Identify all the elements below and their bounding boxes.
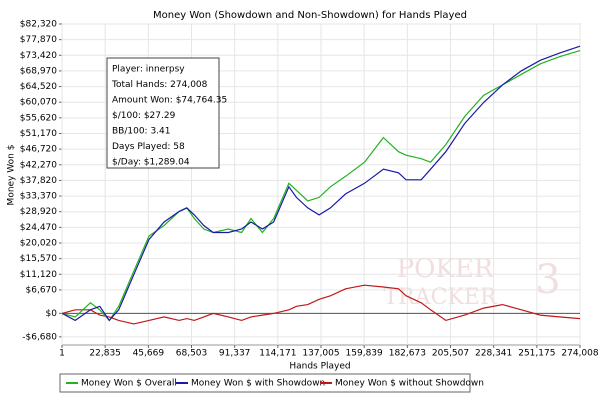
legend-label: Money Won $ with Showdown: [191, 379, 325, 389]
y-axis-label: Money Won $: [7, 145, 17, 206]
y-tick-label: $20,020: [20, 238, 57, 248]
x-tick-label: 182,673: [389, 349, 426, 359]
y-tick-label: $77,870: [20, 35, 57, 45]
x-tick-label: 114,171: [259, 349, 296, 359]
series-line: [61, 284, 581, 325]
x-tick-label: 91,337: [219, 349, 251, 359]
x-tick-label: 274,008: [561, 349, 598, 359]
y-tick-label: $82,320: [20, 20, 57, 30]
y-tick-label: $68,970: [20, 66, 57, 76]
info-line: Player: innerpsy: [112, 65, 185, 75]
y-tick-label: $24,470: [20, 223, 57, 233]
info-box: [106, 57, 220, 169]
x-tick-label: 251,175: [518, 349, 555, 359]
info-line: Total Hands: 274,008: [111, 80, 208, 90]
x-tick-label: 45,669: [133, 349, 165, 359]
watermark: TRACKER: [383, 285, 497, 310]
legend-box: [59, 373, 471, 393]
series-line: [61, 50, 581, 322]
info-line: Days Played: 58: [112, 142, 185, 152]
y-tick-label: $15,570: [20, 254, 57, 264]
y-tick-label: $60,070: [20, 98, 57, 108]
info-line: Amount Won: $74,764.35: [112, 96, 227, 106]
info-line: $/100: $27.29: [112, 111, 176, 121]
y-tick-label: $6,670: [26, 285, 58, 295]
x-tick-label: 159,839: [346, 349, 383, 359]
y-tick-label: $11,120: [20, 270, 57, 280]
info-line: BB/100: 3.41: [112, 127, 171, 137]
x-tick-label: 1: [59, 349, 65, 359]
x-tick-label: 205,507: [432, 349, 469, 359]
x-tick-label: 22,835: [89, 349, 121, 359]
y-tick-label: -$6,680: [22, 332, 57, 342]
x-tick-label: 228,341: [475, 349, 512, 359]
legend-label: Money Won $ without Showdown: [335, 379, 484, 389]
y-tick-label: $42,270: [20, 160, 57, 170]
y-tick-label: $0: [46, 309, 58, 319]
y-tick-label: $28,920: [20, 207, 57, 217]
y-tick-label: $64,520: [20, 82, 57, 92]
y-tick-label: $33,370: [20, 192, 57, 202]
info-line: $/Day: $1,289.04: [112, 158, 190, 168]
legend-label: Money Won $ Overall: [81, 379, 177, 389]
x-axis-label: Hands Played: [289, 362, 350, 372]
series-line: [61, 45, 581, 322]
y-tick-label: $51,170: [20, 129, 57, 139]
y-tick-label: $37,820: [20, 176, 57, 186]
chart-title: Money Won (Showdown and Non-Showdown) fo…: [153, 10, 467, 21]
x-tick-label: 68,503: [176, 349, 208, 359]
x-tick-label: 137,005: [302, 349, 339, 359]
watermark: 3: [535, 257, 560, 303]
y-tick-label: $73,420: [20, 51, 57, 61]
y-tick-label: $46,720: [20, 145, 57, 155]
y-tick-label: $55,620: [20, 113, 57, 123]
